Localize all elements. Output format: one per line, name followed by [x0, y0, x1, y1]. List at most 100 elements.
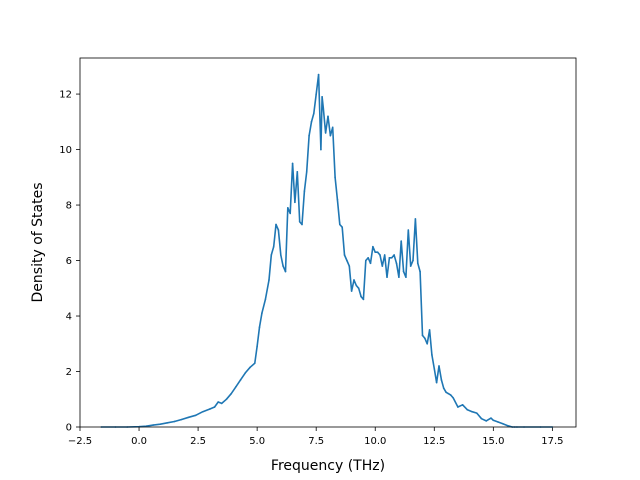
- x-tick-label: −2.5: [68, 436, 92, 447]
- dos-data-point: [334, 176, 336, 179]
- dos-data-point: [145, 425, 147, 427]
- dos-data-point: [327, 115, 329, 118]
- dos-data-point: [289, 212, 292, 215]
- x-axis-ticks: −2.5 0.0 2.5 5.0 7.5 10.0 12.5 15.0 17.5: [68, 427, 564, 447]
- dos-data-point: [346, 259, 348, 262]
- dos-data-point: [275, 223, 277, 226]
- dos-data-point: [381, 265, 384, 267]
- dos-data-point: [480, 417, 483, 420]
- dos-data-point: [159, 423, 162, 426]
- dos-data-point: [450, 394, 452, 396]
- x-tick-label: 12.5: [423, 436, 445, 447]
- y-tick-label: 8: [66, 201, 72, 212]
- dos-data-point: [282, 265, 284, 267]
- dos-data-point: [180, 418, 183, 421]
- dos-data-point: [202, 410, 204, 413]
- dos-data-point: [209, 408, 211, 410]
- dos-data-point: [270, 254, 273, 256]
- dos-data-point: [476, 412, 478, 414]
- dos-data-point: [421, 334, 424, 337]
- dos-data-point: [416, 262, 419, 265]
- dos-series-points: [100, 73, 554, 428]
- dos-data-point: [256, 345, 258, 348]
- dos-data-point: [379, 254, 381, 256]
- dos-data-point: [383, 254, 386, 256]
- dos-data-point: [492, 419, 495, 422]
- dos-data-point: [395, 262, 398, 265]
- dos-data-point: [324, 132, 327, 134]
- dos-data-point: [409, 265, 412, 267]
- dos-data-point: [357, 287, 360, 290]
- y-tick-label: 6: [66, 256, 72, 267]
- x-tick-label: 0.0: [131, 436, 147, 447]
- dos-data-point: [235, 385, 237, 388]
- dos-data-point: [393, 254, 395, 256]
- dos-data-point: [466, 408, 469, 411]
- dos-data-point: [298, 220, 301, 223]
- x-tick-label: 17.5: [541, 436, 563, 447]
- dos-data-point: [329, 134, 332, 137]
- y-axis-ticks: 0 2 4 6 8 10 12: [59, 90, 80, 434]
- dos-data-point: [249, 366, 251, 369]
- y-tick-label: 2: [66, 367, 72, 378]
- dos-data-point: [258, 326, 261, 328]
- dos-data-point: [244, 372, 247, 374]
- dos-data-point: [230, 392, 232, 395]
- dos-data-point: [279, 254, 282, 256]
- dos-data-point: [339, 223, 341, 226]
- dos-data-point: [407, 229, 410, 231]
- dos-data-point: [166, 422, 169, 424]
- dos-data-point: [398, 276, 400, 278]
- dos-data-point: [440, 379, 443, 381]
- dos-data-point: [438, 365, 440, 367]
- y-tick-label: 4: [66, 312, 72, 323]
- dos-data-point: [291, 162, 294, 165]
- dos-data-point: [485, 420, 488, 422]
- dos-data-point: [353, 279, 355, 281]
- x-tick-label: 2.5: [190, 436, 206, 447]
- dos-data-point: [321, 96, 323, 98]
- dos-data-point: [261, 312, 263, 315]
- dos-data-point: [490, 417, 492, 419]
- dos-data-point: [225, 398, 228, 401]
- dos-data-point: [364, 259, 367, 262]
- dos-data-point: [268, 279, 270, 281]
- dos-data-point: [217, 401, 219, 403]
- dos-data-point: [220, 402, 223, 405]
- dos-data-point: [294, 201, 296, 204]
- dos-data-point: [152, 424, 155, 426]
- dos-data-point: [447, 392, 450, 395]
- dos-data-point: [284, 270, 287, 273]
- dos-data-point: [376, 251, 379, 254]
- y-tick-label: 12: [59, 90, 72, 101]
- dos-data-point: [194, 414, 197, 417]
- dos-data-point: [374, 251, 377, 254]
- dos-data-point: [501, 422, 504, 425]
- dos-data-point: [315, 93, 317, 95]
- dos-data-point: [187, 416, 190, 419]
- y-axis-label: Density of States: [30, 183, 46, 303]
- dos-data-point: [405, 276, 407, 278]
- dos-data-point: [331, 126, 334, 129]
- dos-data-point: [431, 354, 433, 356]
- dos-data-point: [372, 245, 374, 248]
- dos-data-point: [400, 240, 403, 242]
- x-tick-label: 5.0: [249, 436, 265, 447]
- dos-data-point: [310, 121, 313, 123]
- dos-data-point: [412, 259, 414, 262]
- dos-data-point: [433, 367, 436, 370]
- dos-data-point: [336, 198, 339, 201]
- dos-data-point: [471, 410, 473, 413]
- dos-data-point: [272, 245, 275, 248]
- dos-data-point: [296, 170, 299, 173]
- x-tick-label: 15.0: [482, 436, 504, 447]
- plot-area: [80, 58, 576, 427]
- dos-data-point: [343, 254, 346, 256]
- dos-data-point: [360, 295, 362, 298]
- dos-data-point: [173, 420, 176, 423]
- y-tick-label: 0: [66, 423, 72, 434]
- dos-data-point: [388, 256, 391, 259]
- dos-data-point: [213, 406, 216, 408]
- dos-data-point: [350, 290, 353, 292]
